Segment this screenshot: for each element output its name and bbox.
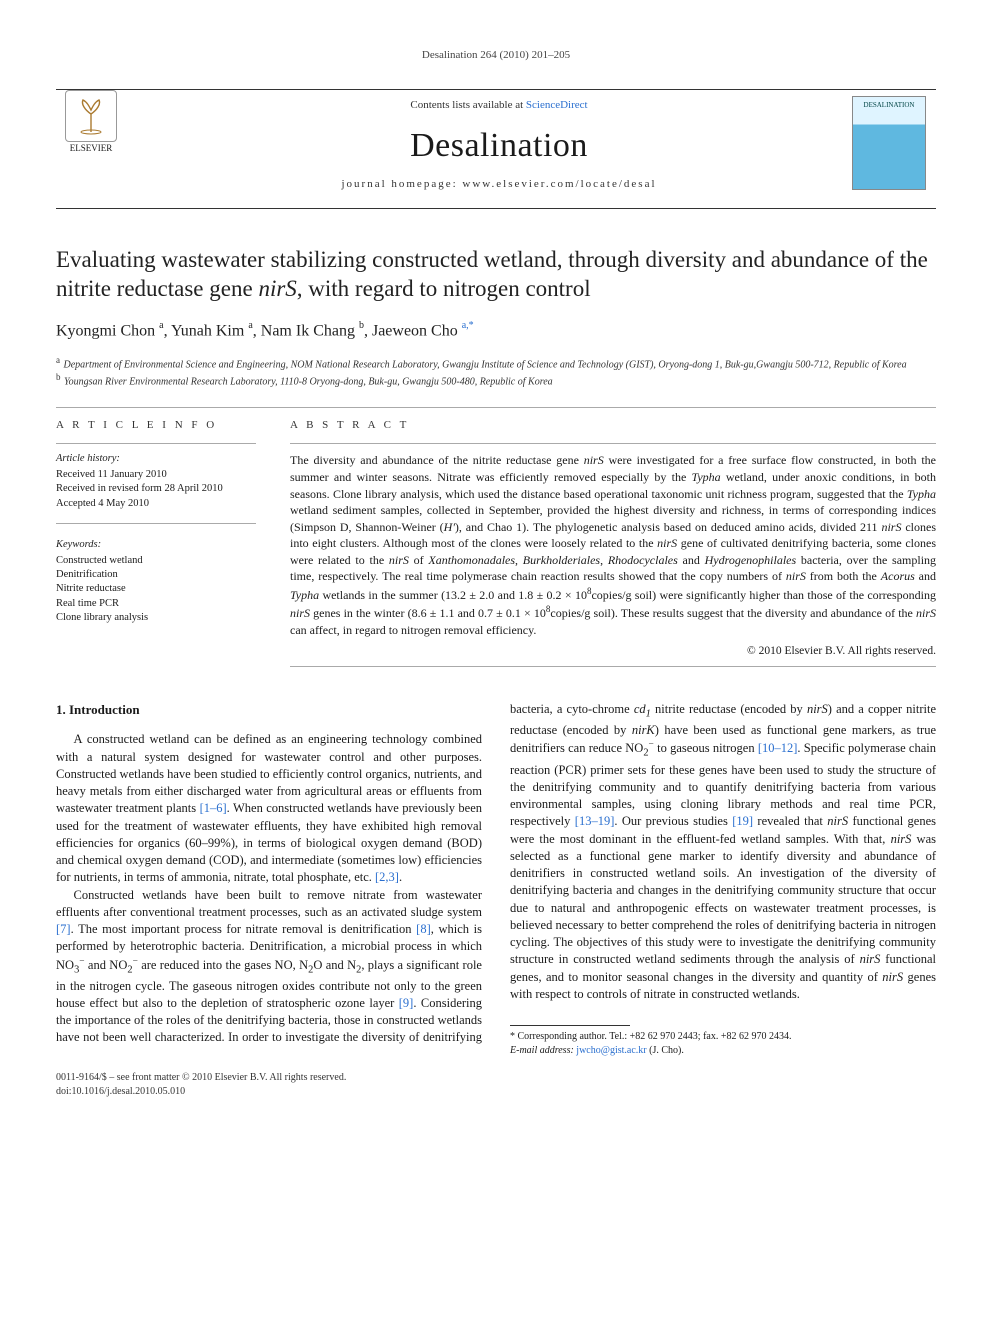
keyword: Denitrification xyxy=(56,568,256,582)
section-heading-introduction: 1. Introduction xyxy=(56,701,482,719)
footnote-email-link[interactable]: jwcho@gist.ac.kr xyxy=(576,1045,646,1056)
rule xyxy=(56,407,936,408)
journal-name: Desalination xyxy=(410,123,588,169)
journal-homepage: journal homepage: www.elsevier.com/locat… xyxy=(341,177,656,192)
history-label: Article history: xyxy=(56,452,256,466)
affil-marker: b xyxy=(56,372,61,382)
article-info-box: A R T I C L E I N F O Article history: R… xyxy=(56,418,256,667)
running-head: Desalination 264 (2010) 201–205 xyxy=(56,48,936,63)
elsevier-wordmark: ELSEVIER xyxy=(70,142,113,154)
footnote-corr: * Corresponding author. Tel.: +82 62 970… xyxy=(510,1030,936,1044)
footnote-email-who: (J. Cho). xyxy=(649,1045,684,1056)
history-line: Accepted 4 May 2010 xyxy=(56,497,256,511)
abstract-box: A B S T R A C T The diversity and abunda… xyxy=(290,418,936,667)
author-list: Kyongmi Chon a, Yunah Kim a, Nam Ik Chan… xyxy=(56,320,936,342)
journal-cover-thumbnail: DESALINATION xyxy=(852,96,926,190)
article-title: Evaluating wastewater stabilizing constr… xyxy=(56,245,936,304)
affiliation-a: a Department of Environmental Science an… xyxy=(56,354,936,372)
keyword: Nitrite reductase xyxy=(56,582,256,596)
footer-copyright: 0011-9164/$ – see front matter © 2010 El… xyxy=(56,1071,346,1085)
affil-text: Department of Environmental Science and … xyxy=(64,359,907,370)
rule xyxy=(290,666,936,667)
page-footer: 0011-9164/$ – see front matter © 2010 El… xyxy=(56,1071,936,1098)
keyword: Clone library analysis xyxy=(56,611,256,625)
rule xyxy=(56,523,256,524)
rule xyxy=(290,443,936,444)
rule xyxy=(56,443,256,444)
corresponding-author-footnote: * Corresponding author. Tel.: +82 62 970… xyxy=(510,1030,936,1057)
abstract-body: The diversity and abundance of the nitri… xyxy=(290,452,936,638)
body-paragraph: A constructed wetland can be defined as … xyxy=(56,731,482,886)
keyword: Real time PCR xyxy=(56,597,256,611)
footnote-rule xyxy=(510,1025,630,1026)
keywords-label: Keywords: xyxy=(56,538,256,552)
abstract-heading: A B S T R A C T xyxy=(290,418,936,433)
sciencedirect-link[interactable]: ScienceDirect xyxy=(526,99,588,111)
affiliation-b: b Youngsan River Environmental Research … xyxy=(56,371,936,389)
affil-text: Youngsan River Environmental Research La… xyxy=(64,377,553,388)
journal-masthead: ELSEVIER Contents lists available at Sci… xyxy=(56,89,936,209)
history-line: Received 11 January 2010 xyxy=(56,468,256,482)
history-line: Received in revised form 28 April 2010 xyxy=(56,482,256,496)
elsevier-logo: ELSEVIER xyxy=(56,90,126,162)
contents-line: Contents lists available at ScienceDirec… xyxy=(410,98,587,113)
footnote-email-label: E-mail address: xyxy=(510,1045,574,1056)
elsevier-tree-icon xyxy=(65,90,117,142)
keyword: Constructed wetland xyxy=(56,554,256,568)
body-two-column: 1. Introduction A constructed wetland ca… xyxy=(56,701,936,1057)
contents-prefix: Contents lists available at xyxy=(410,99,525,111)
abstract-copyright: © 2010 Elsevier B.V. All rights reserved… xyxy=(290,644,936,660)
article-info-heading: A R T I C L E I N F O xyxy=(56,418,256,433)
affil-marker: a xyxy=(56,355,60,365)
footer-doi: doi:10.1016/j.desal.2010.05.010 xyxy=(56,1085,346,1099)
affiliations: a Department of Environmental Science an… xyxy=(56,354,936,390)
